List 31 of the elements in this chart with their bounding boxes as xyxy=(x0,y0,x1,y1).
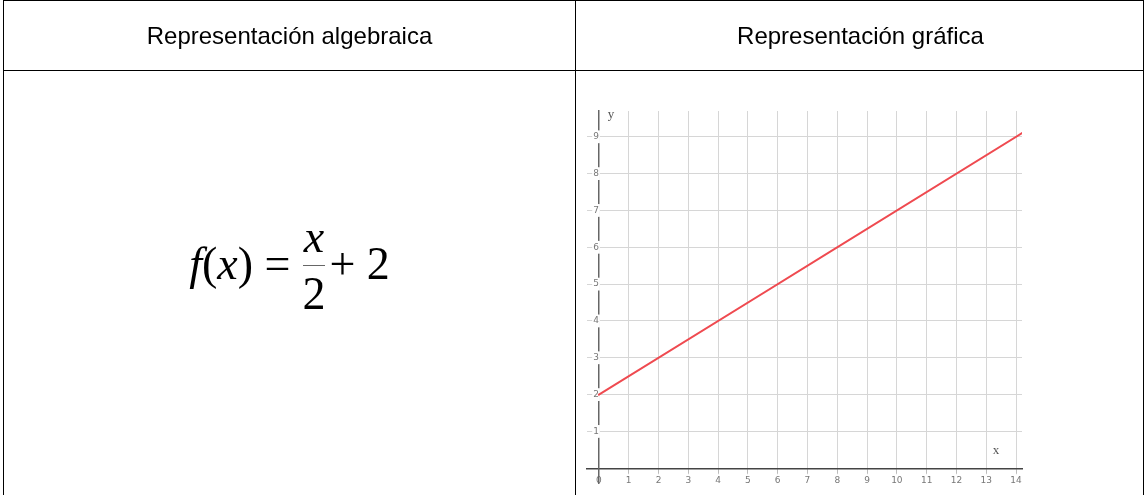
x-tick-label: 11 xyxy=(920,475,933,486)
text: 2 xyxy=(302,267,326,319)
x-tick-label: 9 xyxy=(864,475,871,486)
y-tick-label: 9 xyxy=(593,131,600,142)
x-tick-label: 2 xyxy=(655,475,662,486)
x-tick-label: 14 xyxy=(1010,475,1023,486)
y-tick-label: 4 xyxy=(593,315,600,326)
y-tick-label: 6 xyxy=(593,241,600,252)
text: Representación algebraica xyxy=(145,21,434,51)
x-tick-label: 6 xyxy=(774,475,781,486)
x-tick-label: 13 xyxy=(980,475,992,486)
text: x xyxy=(303,210,325,262)
x-tick-label: 7 xyxy=(804,475,811,486)
x-tick-label: 3 xyxy=(685,475,692,486)
y-tick-label: 2 xyxy=(593,388,599,399)
x-tick-label: 1 xyxy=(625,475,632,486)
x-tick-label: 8 xyxy=(834,475,841,486)
x-axis-title: x xyxy=(992,441,1000,457)
x-tick-label: 10 xyxy=(891,475,903,486)
x-tick-label: 5 xyxy=(745,475,751,486)
chart-title: Representación gráfica xyxy=(736,21,985,51)
text: + 2 xyxy=(329,236,390,290)
y-tick-label: 1 xyxy=(593,425,599,436)
text: f(x) = xyxy=(189,236,291,290)
x-tick-label: 4 xyxy=(715,475,722,486)
y-tick-label: 8 xyxy=(593,167,600,178)
y-tick-label: 3 xyxy=(593,352,599,363)
y-axis-title: y xyxy=(607,106,615,122)
x-tick-label: 12 xyxy=(950,475,963,486)
y-tick-label: 7 xyxy=(593,204,599,215)
y-tick-label: 5 xyxy=(593,278,599,289)
